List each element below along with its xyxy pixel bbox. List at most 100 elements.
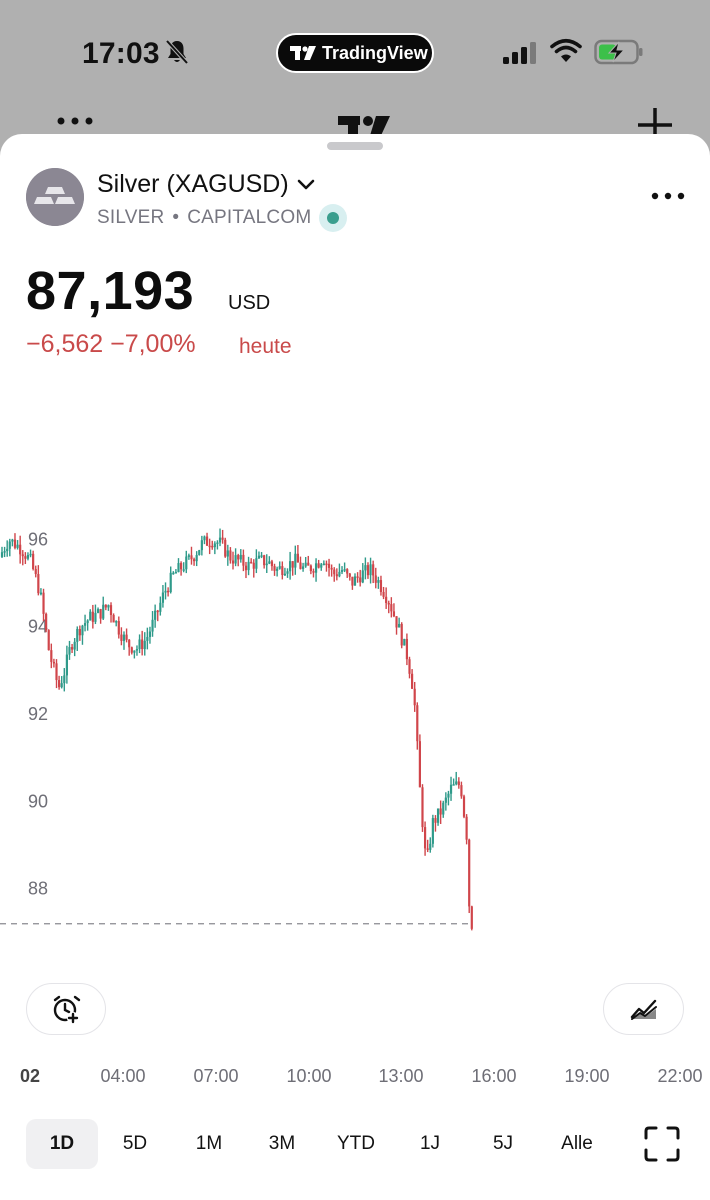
candle-body [452,784,455,786]
candle-body [32,553,35,569]
candle-body [130,647,133,653]
candle-body [250,561,253,564]
candle-body [112,614,115,623]
candle-body [200,540,203,551]
x-tick-label: 02 [20,1066,41,1086]
range-3m[interactable]: 3M [268,1133,296,1154]
range-1d[interactable]: 1D [26,1119,98,1169]
candle-body [234,555,237,564]
candle-body [431,818,434,844]
candle-body [37,574,40,594]
candle-body [382,591,385,597]
candle-body [281,566,284,576]
candle-body [226,550,229,557]
silent-bell-icon [165,39,189,65]
candle-body [52,661,56,664]
candle-body [29,553,32,556]
candle-body [221,537,224,540]
candle-body [177,563,180,573]
candle-body [70,647,74,650]
candle-body [413,688,416,706]
candle-body [239,554,242,560]
candle-body [348,573,351,577]
candle-body [434,818,437,823]
candle-body [390,604,393,612]
candle-body [42,592,45,614]
range-1j[interactable]: 1J [419,1133,441,1154]
candle-body [125,634,128,640]
range-5j[interactable]: 5J [492,1133,514,1154]
candle-body [107,605,110,608]
candle-body [423,827,427,849]
candle-body [190,555,193,560]
candle-body [169,572,172,593]
range-5d[interactable]: 5D [122,1133,148,1154]
fullscreen-icon[interactable] [644,1126,680,1162]
candle-body [286,571,289,574]
candle-body [460,785,463,797]
candle-body [366,565,370,576]
candle-body [395,616,398,628]
candle-body [60,683,63,688]
candle-body [468,839,471,907]
indicators-button[interactable] [603,983,684,1035]
candle-body [470,906,473,929]
tradingview-logo-icon [290,46,316,60]
price-chart[interactable]: 96 94 92 90 88 [0,474,710,954]
candle-body [128,639,131,648]
x-tick-label: 10:00 [286,1066,332,1086]
candle-body [138,639,141,650]
candle-body [462,796,466,817]
candle-body [314,563,318,573]
candle-body [109,605,113,615]
candle-body [120,634,123,641]
candle-body [8,541,11,549]
exchange: CAPITALCOM [187,207,312,228]
candle-body [148,631,152,637]
candle-body [335,574,338,577]
candle-body [327,563,331,568]
candle-body [289,561,292,572]
range-ytd[interactable]: YTD [337,1133,375,1154]
candle-body [50,650,53,662]
x-tick-label: 22:00 [657,1066,703,1086]
candle-body [340,570,344,572]
candle-body [244,565,248,571]
candle-body [65,654,68,676]
candle-body [320,564,323,568]
candle-body [78,628,81,636]
candle-body [405,638,409,660]
candle-body [89,611,92,621]
candle-body [387,602,390,605]
candle-body [294,553,297,568]
candle-body [141,639,144,650]
candle-body [296,553,299,563]
y-tick-label: 94 [28,617,48,637]
candle-body [68,647,71,655]
candle-body [0,552,4,557]
candle-body [164,590,167,593]
app-pill[interactable]: TradingView [276,33,434,73]
range-1m[interactable]: 1M [195,1133,223,1154]
candle-body [351,576,354,586]
candle-body [143,640,146,650]
candle-body [135,649,139,651]
symbol-title[interactable]: Silver (XAGUSD) [97,170,315,199]
candle-body [400,623,403,646]
clock: 17:03 [82,37,160,70]
range-alle[interactable]: Alle [561,1133,593,1154]
candle-body [408,659,411,674]
add-alert-button[interactable] [26,983,106,1035]
candle-body [255,558,258,569]
candle-body [55,663,58,681]
candle-body [156,610,159,613]
candle-body [283,573,287,576]
candle-body [122,634,126,641]
battery-charging-icon [594,39,643,65]
candle-body [330,567,333,570]
more-options-icon[interactable] [650,190,686,202]
sheet-grabber[interactable] [327,142,383,150]
candle-body [343,569,346,571]
candle-body [185,556,188,570]
candle-body [338,571,341,577]
